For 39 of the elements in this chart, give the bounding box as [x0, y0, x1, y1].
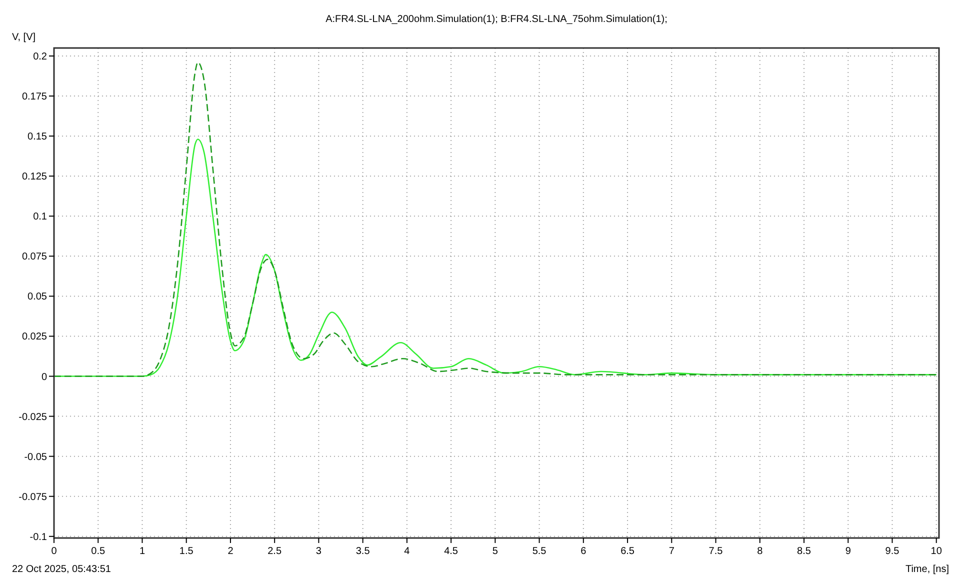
x-tick-label: 2.5: [268, 546, 282, 557]
x-tick-label: 6: [580, 546, 587, 557]
x-tick-label: 4: [404, 546, 410, 557]
x-tick-label: 4.5: [444, 546, 458, 557]
x-tick-label: 8.5: [797, 546, 812, 557]
y-axis-title: V, [V]: [12, 32, 36, 43]
x-tick-label: 7: [668, 546, 675, 557]
text: 22 Oct 2025, 05:43:51: [12, 564, 112, 575]
x-tick-label: 9.5: [885, 546, 900, 557]
x-tick-label: 1.5: [179, 546, 194, 557]
x-tick-label: 5: [492, 546, 498, 557]
x-tick-label: 6.5: [620, 546, 635, 557]
x-tick-label: 5.5: [532, 546, 547, 557]
y-tick-label: 0.025: [22, 332, 48, 343]
x-tick-label: 3.5: [356, 546, 370, 557]
x-tick-label: 3: [316, 546, 322, 557]
y-tick-label: 0.125: [22, 172, 48, 183]
x-tick-label: 1: [139, 546, 146, 557]
y-tick-label: -0.05: [24, 452, 48, 463]
x-tick-label: 0.5: [91, 546, 106, 557]
x-tick-label: 8: [757, 546, 764, 557]
chart-title: A:FR4.SL-LNA_200ohm.Simulation(1); B:FR4.SL-LNA_75ohm.Simulation(1);: [326, 14, 668, 25]
x-tick-label: 10: [930, 546, 942, 557]
x-tick-label: 9: [845, 546, 852, 557]
y-tick-label: 0.1: [33, 212, 48, 223]
x-tick-label: 7.5: [708, 546, 724, 557]
line-series: [53, 62, 938, 377]
y-tick-label: -0.1: [30, 532, 48, 543]
y-tick-label: -0.025: [18, 412, 48, 423]
x-axis-title: Time, [ns]: [905, 564, 950, 575]
x-tick-label: 2: [228, 546, 234, 557]
y-tick-label: 0.15: [28, 132, 48, 143]
y-tick-label: 0.05: [28, 292, 48, 303]
y-tick-label: 0: [41, 372, 48, 383]
y-tick-label: -0.075: [18, 492, 48, 503]
x-tick-label: 0: [51, 546, 58, 557]
y-tick-label: 0.075: [22, 252, 48, 263]
y-tick-label: 0.2: [33, 52, 48, 63]
y-tick-label: 0.175: [22, 92, 48, 103]
